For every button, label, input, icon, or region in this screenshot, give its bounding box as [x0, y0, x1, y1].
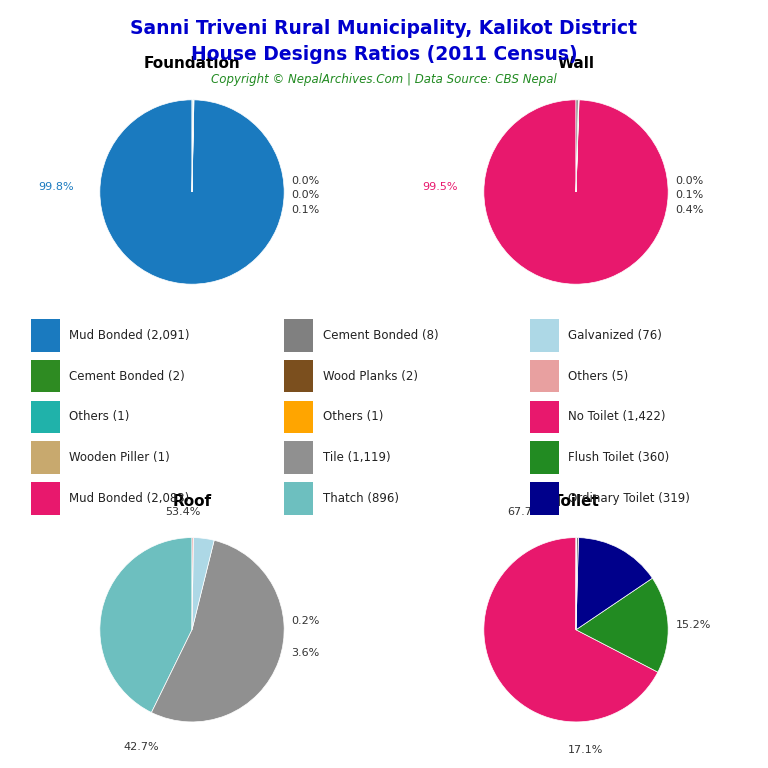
Wedge shape [192, 538, 194, 630]
Wedge shape [576, 100, 579, 192]
Text: Flush Toilet (360): Flush Toilet (360) [568, 451, 670, 464]
Bar [284, 442, 313, 474]
Text: 3.6%: 3.6% [292, 647, 319, 658]
Bar [31, 401, 60, 433]
Text: 0.1%: 0.1% [676, 190, 703, 200]
Text: Copyright © NepalArchives.Com | Data Source: CBS Nepal: Copyright © NepalArchives.Com | Data Sou… [211, 73, 557, 86]
Bar [31, 442, 60, 474]
Text: Wood Planks (2): Wood Planks (2) [323, 369, 418, 382]
Bar [31, 482, 60, 515]
Title: Roof: Roof [173, 495, 211, 509]
Bar [284, 319, 313, 352]
Text: 99.5%: 99.5% [422, 182, 458, 193]
Text: 0.0%: 0.0% [292, 190, 319, 200]
Title: Wall: Wall [558, 57, 594, 71]
Text: 0.2%: 0.2% [292, 615, 320, 626]
Wedge shape [192, 538, 214, 630]
Text: Thatch (896): Thatch (896) [323, 492, 399, 505]
Text: 0.0%: 0.0% [676, 176, 703, 186]
Text: 17.1%: 17.1% [568, 745, 603, 755]
Text: Tile (1,119): Tile (1,119) [323, 451, 390, 464]
Wedge shape [151, 541, 284, 722]
Title: Foundation: Foundation [144, 57, 240, 71]
Wedge shape [192, 100, 194, 192]
Text: 42.7%: 42.7% [124, 742, 159, 752]
Wedge shape [576, 100, 579, 192]
Text: 53.4%: 53.4% [165, 508, 200, 518]
Wedge shape [192, 100, 193, 192]
Wedge shape [576, 538, 652, 630]
Wedge shape [484, 538, 658, 722]
Text: 0.0%: 0.0% [292, 176, 319, 186]
Text: Mud Bonded (2,091): Mud Bonded (2,091) [69, 329, 190, 342]
Wedge shape [576, 578, 668, 672]
Text: Mud Bonded (2,083): Mud Bonded (2,083) [69, 492, 190, 505]
Text: Cement Bonded (8): Cement Bonded (8) [323, 329, 439, 342]
Bar [530, 319, 559, 352]
Text: Cement Bonded (2): Cement Bonded (2) [69, 369, 185, 382]
Wedge shape [576, 538, 578, 630]
Wedge shape [484, 100, 668, 284]
Text: Galvanized (76): Galvanized (76) [568, 329, 662, 342]
Bar [31, 319, 60, 352]
Bar [284, 401, 313, 433]
Text: No Toilet (1,422): No Toilet (1,422) [568, 410, 666, 423]
Text: Others (5): Others (5) [568, 369, 628, 382]
Text: 0.1%: 0.1% [292, 205, 319, 216]
Bar [530, 442, 559, 474]
Bar [530, 360, 559, 392]
Text: Others (1): Others (1) [323, 410, 383, 423]
Text: 99.8%: 99.8% [38, 182, 74, 193]
Text: Wooden Piller (1): Wooden Piller (1) [69, 451, 170, 464]
Wedge shape [192, 100, 194, 192]
Wedge shape [576, 100, 578, 192]
Text: Others (1): Others (1) [69, 410, 130, 423]
Bar [31, 360, 60, 392]
Title: Toilet: Toilet [552, 495, 600, 509]
Text: Ordinary Toilet (319): Ordinary Toilet (319) [568, 492, 690, 505]
Bar [530, 401, 559, 433]
Bar [284, 360, 313, 392]
Bar [530, 482, 559, 515]
Text: 0.4%: 0.4% [676, 205, 704, 216]
Text: 67.7%: 67.7% [508, 508, 543, 518]
Bar [284, 482, 313, 515]
Wedge shape [100, 538, 192, 713]
Text: Sanni Triveni Rural Municipality, Kalikot District: Sanni Triveni Rural Municipality, Kaliko… [131, 19, 637, 38]
Wedge shape [100, 100, 284, 284]
Text: House Designs Ratios (2011 Census): House Designs Ratios (2011 Census) [190, 45, 578, 64]
Text: 15.2%: 15.2% [676, 620, 711, 631]
